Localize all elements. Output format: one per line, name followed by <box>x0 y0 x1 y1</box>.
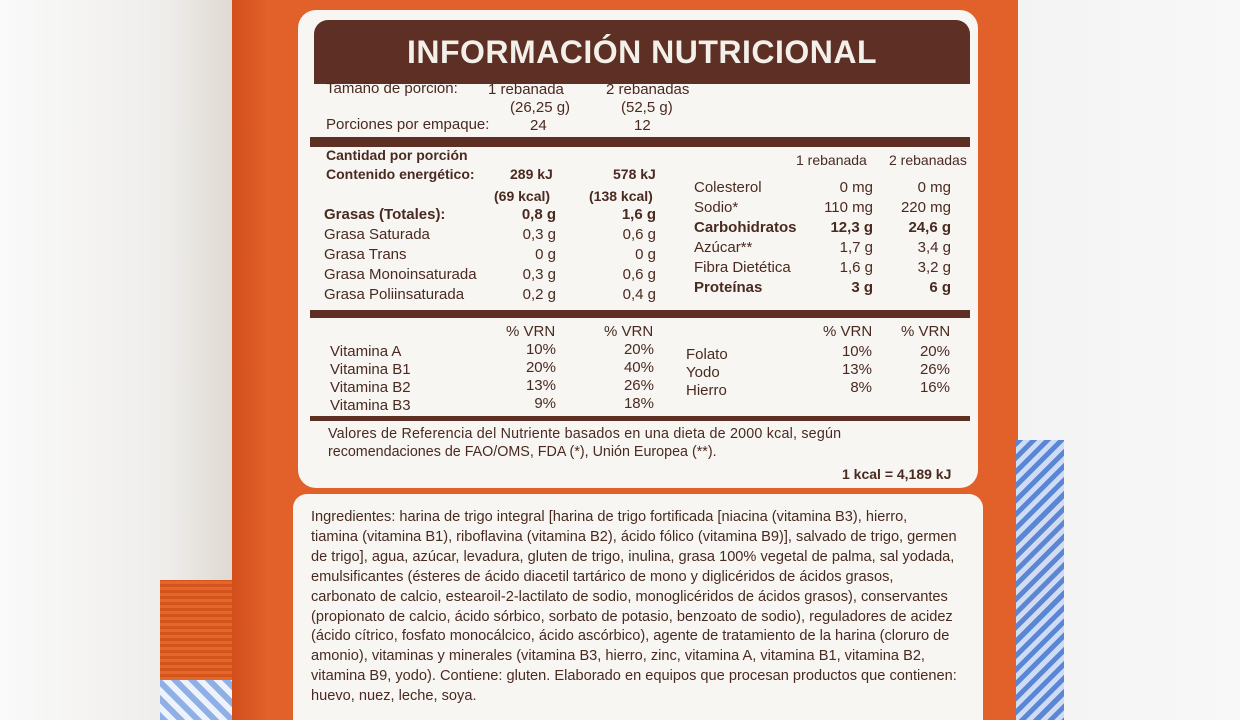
nutrient-v2: 6 g <box>929 279 951 296</box>
vitamin-v2: 40% <box>623 359 654 376</box>
servings-col1: 24 <box>530 117 547 134</box>
vitamin-v2: 18% <box>623 395 654 412</box>
vitamin-name: Vitamina B3 <box>330 397 411 414</box>
package-stripe <box>160 580 240 680</box>
vitamin-v1: 20% <box>525 359 556 376</box>
vitamin-name: Hierro <box>686 382 727 399</box>
fat-v2: 1,6 g <box>621 206 656 223</box>
vitamin-name: Yodo <box>686 364 720 381</box>
energy-col1-kj: 289 kJ <box>510 166 553 182</box>
nutrient-v2: 3,4 g <box>917 239 951 256</box>
ingredients-line: tiamina (vitamina B1), riboflavina (vita… <box>311 528 957 545</box>
vitamin-name: Vitamina B1 <box>330 361 411 378</box>
divider-3 <box>310 416 970 421</box>
vitamin-v2: 26% <box>623 377 654 394</box>
thick-divider <box>310 137 970 147</box>
thick-divider-2 <box>310 310 970 318</box>
nutrient-v1: 0 mg <box>839 179 873 196</box>
vitamin-name: Vitamina A <box>330 343 402 360</box>
serving-col2-line2: (52,5 g) <box>621 99 673 116</box>
kcal-conversion: 1 kcal = 4,189 kJ <box>842 466 952 482</box>
footnote-line1: Valores de Referencia del Nutriente basa… <box>328 426 842 442</box>
ingredients-panel: Ingredientes: harina de trigo integral [… <box>293 494 983 720</box>
ingredients-line: de trigo], agua, azúcar, levadura, glute… <box>311 548 955 565</box>
vitamin-name: Folato <box>686 346 728 363</box>
fat-v1: 0,2 g <box>522 286 556 303</box>
fat-name: Grasa Monoinsaturada <box>324 266 477 283</box>
fat-v1: 0 g <box>535 246 556 263</box>
nutrition-facts-panel: INFORMACIÓN NUTRICIONAL Tamaño de porció… <box>298 10 978 488</box>
nutrient-v2: 24,6 g <box>908 219 951 236</box>
vrn-header: % VRN <box>604 323 654 340</box>
energy-col2-kcal: (138 kcal) <box>589 188 653 204</box>
fat-v1: 0,3 g <box>522 226 556 243</box>
fat-v2: 0,4 g <box>622 286 656 303</box>
ingredients-line: (ácido cítrico, fosfato monocálcico, áci… <box>311 628 950 645</box>
serving-label: Tamaño de porción: <box>326 80 458 97</box>
nutrient-name: Azúcar** <box>694 239 753 256</box>
fat-name: Grasa Trans <box>324 246 407 263</box>
nutrient-name: Proteínas <box>694 279 763 296</box>
fat-v1: 0,8 g <box>521 206 556 223</box>
vitamin-v2: 16% <box>919 379 950 396</box>
vitamin-v2: 20% <box>623 341 654 358</box>
footnote-line2: recomendaciones de FAO/OMS, FDA (*), Uni… <box>328 444 717 460</box>
vitamin-v2: 26% <box>919 361 950 378</box>
nutrition-title: INFORMACIÓN NUTRICIONAL <box>406 34 878 70</box>
ingredients-line: emulsificantes (ésteres de ácido diaceti… <box>311 568 894 585</box>
ingredients-line: amonio), vitaminas y minerales (vitamina… <box>311 648 925 665</box>
ingredients-line: vitamina B9, yodo). Contiene: gluten. El… <box>311 668 957 685</box>
vrn-header: % VRN <box>506 323 556 340</box>
nutrient-v1: 12,3 g <box>830 219 873 236</box>
fat-v2: 0,6 g <box>622 226 656 243</box>
background-left <box>0 0 240 720</box>
fat-v2: 0 g <box>635 246 656 263</box>
cantidad-label: Cantidad por porción <box>326 147 468 163</box>
ingredients-line: (propionato de calcio, ácido sórbico, so… <box>311 608 953 625</box>
nutrient-v1: 1,6 g <box>839 259 873 276</box>
nutrient-name: Fibra Dietética <box>694 259 791 276</box>
ingredients-line: Ingredientes: harina de trigo integral [… <box>311 509 908 525</box>
package-pattern-right <box>1016 440 1064 720</box>
fat-name: Grasa Saturada <box>324 226 430 243</box>
serving-col1-line2: (26,25 g) <box>510 99 571 116</box>
vitamin-v1: 13% <box>841 361 872 378</box>
vrn-header: % VRN <box>901 323 951 340</box>
vitamin-v2: 20% <box>919 343 950 360</box>
right-header-col2: 2 rebanadas <box>889 152 967 168</box>
ingredients-line: carbonato de calcio, estearoil-2-lactila… <box>311 588 948 605</box>
nutrient-v2: 3,2 g <box>917 259 951 276</box>
vitamin-v1: 8% <box>850 379 872 396</box>
title-bar: INFORMACIÓN NUTRICIONAL <box>314 20 970 84</box>
vrn-header: % VRN <box>823 323 873 340</box>
nutrient-v1: 3 g <box>851 279 873 296</box>
ingredients-text: Ingredientes: harina de trigo integral [… <box>311 508 973 707</box>
serving-col1-line1: 1 rebanada <box>488 81 564 98</box>
energy-col2-kj: 578 kJ <box>613 166 656 182</box>
fat-v1: 0,3 g <box>522 266 556 283</box>
fat-v2: 0,6 g <box>622 266 656 283</box>
vitamin-v1: 10% <box>841 343 872 360</box>
nutrient-name: Colesterol <box>694 179 762 196</box>
servings-per-package-label: Porciones por empaque: <box>326 116 490 133</box>
servings-col2: 12 <box>634 117 651 134</box>
vitamin-v1: 13% <box>525 377 556 394</box>
nutrient-v1: 110 mg <box>824 199 873 216</box>
nutrient-v2: 0 mg <box>917 179 951 196</box>
vitamin-v1: 10% <box>525 341 556 358</box>
fat-name: Grasa Poliinsaturada <box>324 286 465 303</box>
nutrient-name: Carbohidratos <box>694 219 797 236</box>
vitamin-v1: 9% <box>534 395 556 412</box>
package-pattern <box>160 680 240 720</box>
ingredients-line: huevo, nuez, leche, soya. <box>311 688 477 705</box>
serving-col2-line1: 2 rebanadas <box>606 81 690 98</box>
energy-label: Contenido energético: <box>326 166 475 182</box>
vitamin-name: Vitamina B2 <box>330 379 411 396</box>
nutrient-v1: 1,7 g <box>839 239 873 256</box>
energy-col1-kcal: (69 kcal) <box>494 188 551 204</box>
nutrient-v2: 220 mg <box>900 199 951 216</box>
nutrient-name: Sodio* <box>694 199 739 216</box>
right-header-col1: 1 rebanada <box>796 152 867 168</box>
fat-name: Grasas (Totales): <box>324 206 446 223</box>
